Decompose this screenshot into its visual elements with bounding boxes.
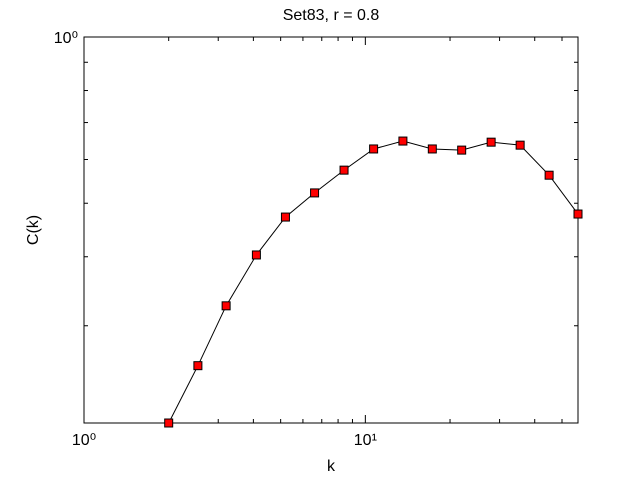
- x-axis-label: k: [327, 458, 336, 475]
- plot-frame: [83, 36, 579, 424]
- data-point: [251, 250, 261, 260]
- data-point: [515, 140, 525, 150]
- data-point: [221, 301, 231, 311]
- data-point: [398, 136, 408, 146]
- data-point: [544, 170, 554, 180]
- data-point: [164, 418, 174, 428]
- chart-title: Set83, r = 0.8: [283, 7, 380, 24]
- data-point: [486, 137, 496, 147]
- data-point: [573, 209, 583, 219]
- y-tick-label: 10⁰: [54, 30, 78, 47]
- y-axis-label: C(k): [25, 215, 42, 245]
- data-point: [457, 145, 467, 155]
- data-point: [193, 361, 203, 371]
- data-point: [280, 212, 290, 222]
- data-point: [310, 188, 320, 198]
- data-point: [427, 144, 437, 154]
- x-tick-label: 10¹: [354, 432, 377, 449]
- data-point: [369, 144, 379, 154]
- data-point: [339, 165, 349, 175]
- x-tick-label: 10⁰: [72, 432, 96, 449]
